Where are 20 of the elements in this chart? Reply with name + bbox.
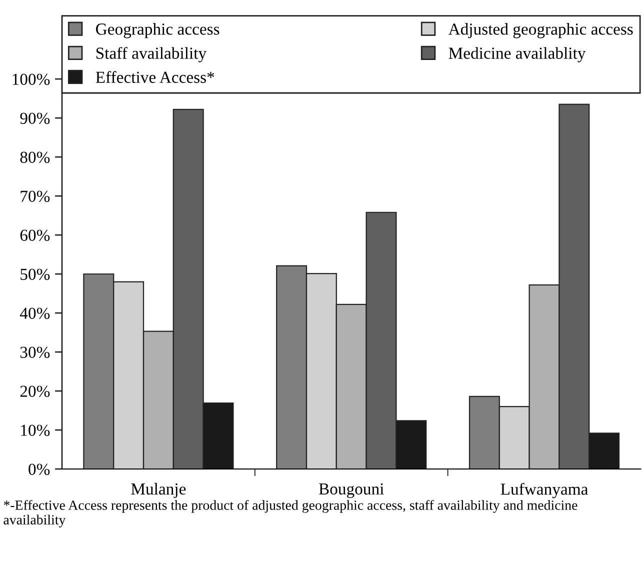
legend-label: Staff availability: [96, 46, 207, 62]
legend-label: Medicine availablity: [448, 47, 586, 62]
legend-label: Geographic access: [96, 23, 220, 38]
x-tick-label: Lufwanyama: [500, 482, 588, 498]
text: *-Effective Access represents the product of adjusted geographic access, staff availability and medicine availability: [4, 500, 578, 528]
y-tick-label: 70%: [20, 190, 50, 202]
x-tick-label: Mulanje: [131, 482, 186, 498]
y-tick-label: 30%: [20, 346, 50, 358]
y-tick-label: 40%: [20, 308, 50, 319]
y-tick-label: 0%: [28, 464, 50, 475]
y-tick-label: 20%: [20, 386, 50, 397]
y-tick-label: 60%: [20, 230, 50, 241]
legend-label: Adjusted geographic access: [448, 23, 633, 38]
y-tick-label: 100%: [12, 74, 50, 85]
y-tick-label: 10%: [21, 424, 50, 436]
legend-label: Effective Access*: [96, 71, 214, 83]
y-tick-label: 50%: [20, 268, 50, 280]
x-tick-label: Bougouni: [318, 483, 384, 498]
y-tick-label: 80%: [20, 152, 50, 163]
y-tick-label: 90%: [20, 112, 50, 124]
